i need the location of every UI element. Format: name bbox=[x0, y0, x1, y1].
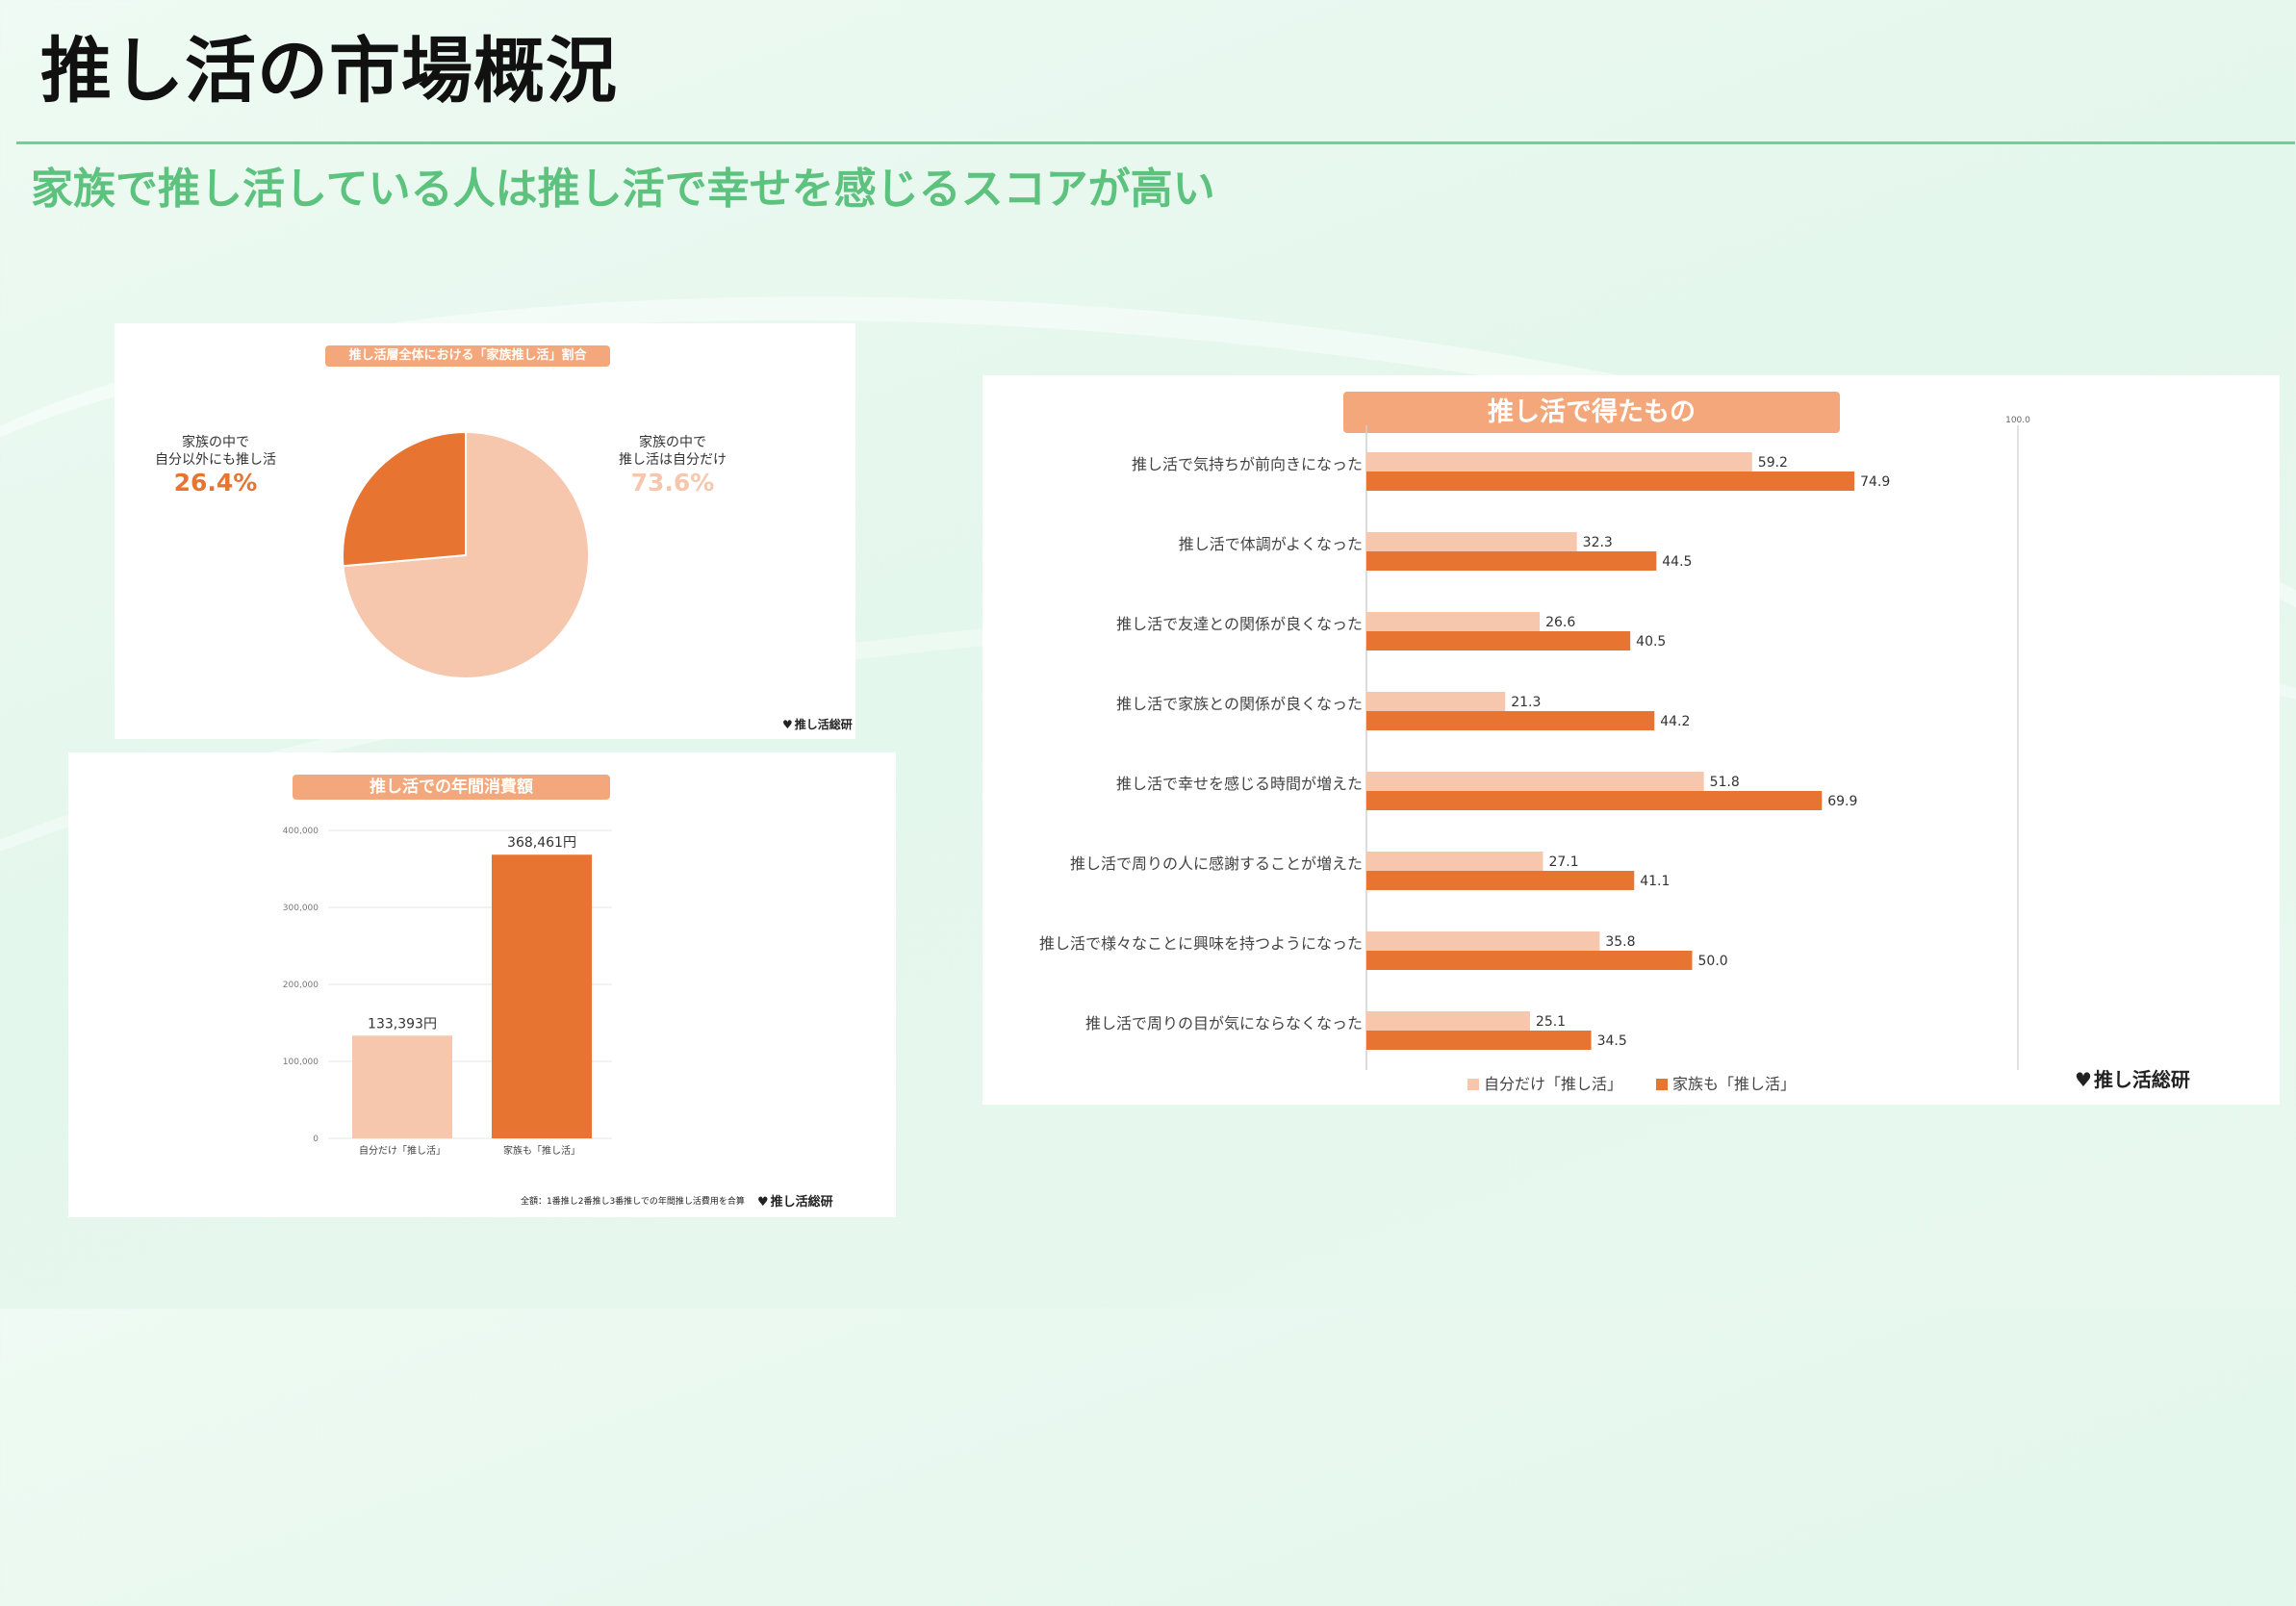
category-label: 推し活で家族との関係が良くなった bbox=[1116, 695, 1363, 713]
bar-value-label: 32.3 bbox=[1583, 535, 1613, 550]
max-tick-label: 100.0 bbox=[2005, 416, 2030, 425]
bar-value-label: 41.1 bbox=[1640, 874, 1670, 889]
pie-chart bbox=[342, 430, 590, 679]
y-tick-label: 200,000 bbox=[283, 981, 319, 990]
bar bbox=[352, 1035, 452, 1138]
bar bbox=[1366, 692, 1506, 711]
bar-value-label: 44.5 bbox=[1662, 554, 1692, 570]
bar bbox=[1366, 551, 1657, 571]
benefits-chart-title: 推し活で得たもの bbox=[1343, 392, 1840, 433]
y-tick-label: 100,000 bbox=[283, 1058, 319, 1067]
bar bbox=[1366, 1011, 1530, 1031]
bar-value-label: 44.2 bbox=[1660, 714, 1690, 729]
x-category-label: 自分だけ「推し活」 bbox=[359, 1144, 446, 1157]
pie-slice-family bbox=[342, 430, 467, 568]
bar-value-label: 34.5 bbox=[1597, 1033, 1627, 1049]
bar bbox=[1366, 931, 1600, 951]
pie-chart-title: 推し活層全体における「家族推し活」割合 bbox=[325, 345, 610, 367]
category-label: 推し活で友達との関係が良くなった bbox=[1116, 615, 1363, 633]
y-tick-label: 300,000 bbox=[283, 904, 319, 913]
bar-value-label: 50.0 bbox=[1698, 954, 1728, 969]
spending-chart-title: 推し活での年間消費額 bbox=[293, 775, 610, 800]
heart-icon: ♥ bbox=[757, 1195, 769, 1210]
bar bbox=[1366, 631, 1631, 650]
bar bbox=[1366, 1031, 1592, 1050]
category-label: 推し活で周りの目が気にならなくなった bbox=[1085, 1014, 1363, 1032]
bar bbox=[1366, 791, 1823, 810]
bar-value-label: 25.1 bbox=[1536, 1014, 1566, 1030]
pie-label-dark-line2: 自分以外にも推し活 bbox=[155, 452, 276, 468]
y-tick-label: 400,000 bbox=[283, 827, 319, 836]
bar bbox=[1366, 711, 1655, 730]
legend-swatch bbox=[1656, 1079, 1668, 1090]
category-label: 推し活で周りの人に感謝することが増えた bbox=[1070, 854, 1363, 873]
heart-icon: ♥ bbox=[782, 718, 793, 731]
pie-label-light-line2: 推し活は自分だけ bbox=[619, 452, 727, 468]
category-label: 推し活で様々なことに興味を持つようになった bbox=[1039, 934, 1363, 953]
legend-label: 家族も「推し活」 bbox=[1672, 1075, 1796, 1093]
bar-value-label: 368,461円 bbox=[507, 835, 576, 851]
bar bbox=[1366, 871, 1635, 890]
bar-value-label: 27.1 bbox=[1548, 854, 1578, 870]
pie-label-light: 家族の中で 推し活は自分だけ 73.6% bbox=[605, 434, 740, 497]
bar-value-label: 35.8 bbox=[1605, 934, 1635, 950]
bar-value-label: 51.8 bbox=[1710, 775, 1740, 790]
pie-label-dark-line1: 家族の中で bbox=[182, 435, 249, 450]
legend-swatch bbox=[1467, 1079, 1479, 1090]
heart-icon: ♥ bbox=[2075, 1068, 2092, 1091]
pie-value-dark: 26.4% bbox=[173, 469, 258, 497]
pie-value-light: 73.6% bbox=[630, 469, 715, 497]
bar-value-label: 133,393円 bbox=[368, 1016, 437, 1032]
bar bbox=[1366, 532, 1577, 551]
page-subtitle: 家族で推し活している人は推し活で幸せを感じるスコアが高い bbox=[31, 165, 1215, 214]
bar-value-label: 21.3 bbox=[1511, 695, 1541, 710]
pie-label-dark: 家族の中で 自分以外にも推し活 26.4% bbox=[148, 434, 283, 497]
spending-bar-chart: 0 100,000 200,000 300,000 400,000 133,393円自分だ… bbox=[283, 827, 612, 1157]
bar bbox=[1366, 452, 1752, 472]
brand-logo: ♥ 推し活総研 bbox=[782, 718, 853, 731]
x-category-label: 家族も「推し活」 bbox=[503, 1144, 580, 1157]
brand-logo: ♥ 推し活総研 bbox=[757, 1195, 833, 1210]
pie-chart-panel: 推し活層全体における「家族推し活」割合 家族の中で 自分以外にも推し活 26.4… bbox=[115, 323, 855, 739]
bar bbox=[1366, 612, 1541, 631]
bar-value-label: 26.6 bbox=[1545, 615, 1575, 630]
bar bbox=[1366, 472, 1855, 491]
pie-label-light-line1: 家族の中で bbox=[639, 435, 706, 450]
bar bbox=[1366, 852, 1543, 871]
benefits-bar-chart: 100.0 推し活で気持ちが前向きになった 59.2 74.9 推し活で体調がよくなった… bbox=[1039, 416, 2030, 1093]
spending-footnote: 全額：1番推し2番推し3番推しでの年間推し活費用を合算 bbox=[521, 1197, 745, 1207]
category-label: 推し活で幸せを感じる時間が増えた bbox=[1116, 775, 1363, 793]
bar-value-label: 59.2 bbox=[1758, 455, 1788, 471]
category-label: 推し活で気持ちが前向きになった bbox=[1132, 455, 1363, 473]
spending-chart-panel: 推し活での年間消費額 0 100,000 200,000 300,000 400,000… bbox=[68, 752, 896, 1217]
bar-value-label: 74.9 bbox=[1860, 474, 1890, 490]
bar bbox=[1366, 772, 1704, 791]
page-title: 推し活の市場概況 bbox=[40, 30, 618, 113]
bar bbox=[1366, 951, 1693, 970]
bar-value-label: 40.5 bbox=[1636, 634, 1666, 650]
title-divider bbox=[16, 141, 2295, 144]
benefits-chart-panel: 推し活で得たもの 100.0 推し活で気持ちが前向きになった 59.2 74.9 推し活… bbox=[982, 375, 2280, 1105]
y-tick-label: 0 bbox=[313, 1134, 319, 1144]
bar bbox=[492, 854, 592, 1138]
category-label: 推し活で体調がよくなった bbox=[1179, 535, 1363, 553]
bar-value-label: 69.9 bbox=[1827, 794, 1857, 809]
brand-logo: ♥ 推し活総研 bbox=[2075, 1068, 2190, 1091]
legend-label: 自分だけ「推し活」 bbox=[1484, 1075, 1622, 1093]
